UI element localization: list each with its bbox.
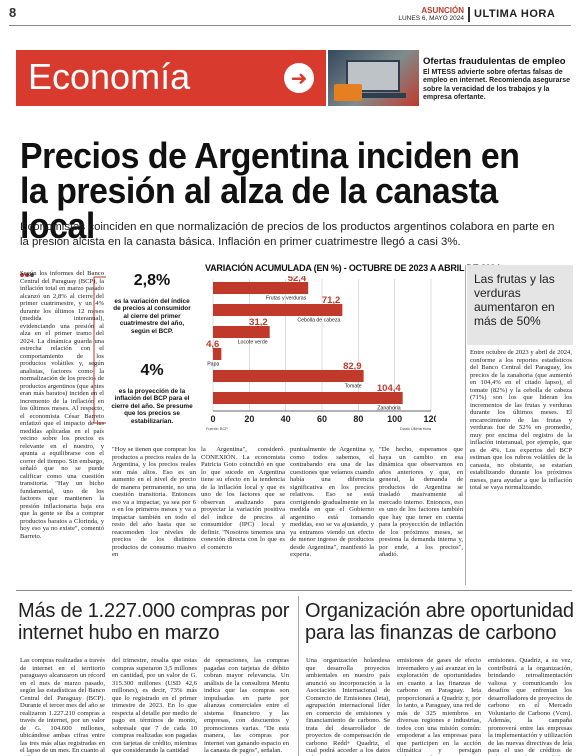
- stat-2-text: es la proyección de la inflación del BCP…: [111, 388, 193, 425]
- credit-card-icon: [334, 84, 362, 101]
- bar: [213, 304, 343, 316]
- chart-source: Fuente: BCP: [206, 427, 228, 431]
- sidebar-box: [467, 265, 573, 345]
- story2-column-1: Las compras realizadas a través de inter…: [20, 657, 105, 756]
- sidebar-title: Las frutas y las verduras aumentaron en …: [474, 272, 555, 328]
- stat-2-value: 4%: [140, 362, 164, 379]
- story-divider: [298, 596, 299, 756]
- x-tick-label: 60: [317, 414, 327, 424]
- story3-column-2: emisiones de gases de efecto invernadero…: [397, 657, 481, 756]
- section-title: Economía: [28, 56, 191, 97]
- story3-headline: Organización abre oportunidad para las f…: [305, 600, 574, 644]
- x-tick-label: 80: [353, 414, 363, 424]
- story2-column-3: de operaciones, las compras pagadas con …: [204, 657, 289, 754]
- chart-credit: Diario Última Hora: [400, 427, 432, 431]
- story2-column-2: del trimestre, resalta que estas compras…: [112, 657, 197, 754]
- header-city: ASUNCIÓN: [421, 6, 464, 15]
- bar: [213, 282, 309, 294]
- bar: [213, 348, 222, 360]
- story2-headline: Más de 1.227.000 compras por internet hu…: [18, 600, 290, 644]
- header-date: LUNES 6, MAYO 2024: [398, 15, 464, 22]
- header-separator: [468, 7, 470, 22]
- section-banner: Economía ➜: [16, 50, 326, 106]
- article-column-3: la Argentina", consideró. CONEXIÓN. La e…: [201, 446, 285, 551]
- chart-title: VARIACIÓN ACUMULADA (EN %) - OCTUBRE DE …: [205, 263, 501, 273]
- article-headline: Precios de Argentina inciden en la presi…: [20, 135, 520, 246]
- article-column-5: "De hecho, esperamos que haya un cambio …: [379, 446, 463, 558]
- article-column-4: puntualmente de Argentina y, como todos …: [290, 446, 374, 558]
- bar-category-label: Tomate: [345, 384, 362, 390]
- section-divider: [16, 590, 572, 591]
- story3-column-3: emisiones. Quadriz, a su vez, contribuir…: [488, 657, 572, 756]
- promo-title[interactable]: Ofertas fraudulentas de empleo: [423, 56, 566, 67]
- header-rule: [9, 25, 571, 26]
- page-number: 8: [9, 5, 17, 20]
- promo-image: [328, 50, 419, 106]
- stats-connector: [93, 276, 106, 424]
- x-tick-label: 0: [210, 414, 215, 424]
- bar: [213, 370, 364, 382]
- bar: [213, 392, 403, 404]
- x-tick-label: 100: [387, 414, 402, 424]
- stat-1-value: 2,8%: [133, 272, 171, 289]
- bar-value-label: 52,4: [288, 276, 307, 284]
- x-tick-label: 40: [281, 414, 291, 424]
- sidebar-divider: [465, 265, 466, 585]
- newspaper-name: ULTIMA HORA: [474, 8, 556, 20]
- bar-category-label: Zanahoria: [377, 406, 400, 412]
- bar-category-label: Frutas y verduras: [266, 296, 307, 302]
- x-tick-label: 120: [423, 414, 436, 424]
- bar-category-label: Papa: [207, 362, 219, 368]
- bar-category-label: Cebolla de cabeza: [297, 318, 340, 324]
- stat-1-text: es la variación del índice de precios al…: [113, 298, 191, 335]
- bar-category-label: Locote verde: [238, 340, 268, 346]
- bar-value-label: 4,6: [206, 339, 219, 350]
- promo-text: El MTESS advierte sobre ofertas falsas d…: [423, 69, 571, 101]
- arrow-right-icon[interactable]: ➜: [284, 63, 314, 93]
- bar: [213, 326, 270, 338]
- article-column-2: "Hoy se tienen que comprar los productos…: [112, 446, 196, 558]
- stat-1: 2,8% es la variación del índice de preci…: [110, 272, 194, 335]
- sidebar-text: Entre octubre de 2023 y abril de 2024, c…: [470, 349, 572, 491]
- article-column-1: Según los informes del Banco Central del…: [20, 270, 104, 540]
- story3-column-1: Una organización holandesa que desarroll…: [306, 657, 390, 756]
- bar-chart: 0 20 40 60 80 100 120 52,4 Frutas y verduras 71,2…: [206, 276, 436, 424]
- bullet-dots-icon: [20, 262, 35, 281]
- bar-value-label: 31,2: [249, 317, 268, 328]
- bar-value-label: 104,4: [377, 383, 401, 394]
- bar-value-label: 71,2: [322, 295, 341, 306]
- x-tick-label: 20: [244, 414, 254, 424]
- bar-value-label: 82,9: [343, 361, 362, 372]
- stat-2: 4% es la proyección de la inflación del …: [110, 362, 194, 425]
- article-deck: Economistas coinciden en que normalizaci…: [20, 221, 555, 248]
